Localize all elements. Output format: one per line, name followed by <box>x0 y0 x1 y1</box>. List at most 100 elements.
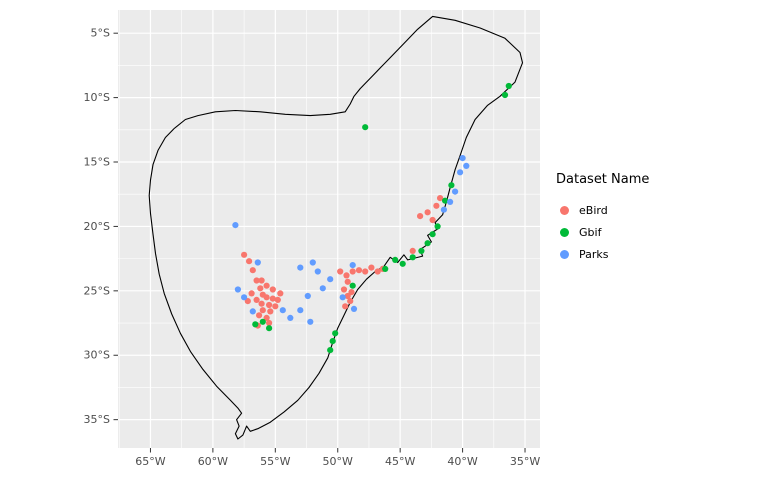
point-ebird <box>246 258 253 265</box>
point-parks <box>232 222 239 229</box>
point-ebird <box>342 303 349 310</box>
legend-entry-parks: Parks <box>556 243 649 265</box>
point-parks <box>234 286 241 293</box>
point-ebird <box>263 294 270 301</box>
point-gbif <box>252 321 259 328</box>
point-ebird <box>257 285 264 292</box>
point-ebird <box>244 298 251 305</box>
point-ebird <box>241 251 248 258</box>
point-ebird <box>433 202 440 209</box>
point-ebird <box>368 264 375 271</box>
point-parks <box>309 259 316 266</box>
point-gbif <box>362 124 369 131</box>
x-tick-label: 65°W <box>135 455 165 468</box>
x-tick-label: 35°W <box>510 455 540 468</box>
y-tick-label: 25°S <box>84 284 110 297</box>
point-ebird <box>269 295 276 302</box>
point-parks <box>319 285 326 292</box>
point-gbif <box>266 325 273 332</box>
legend-label-gbif: Gbif <box>579 225 602 239</box>
point-ebird <box>258 300 265 307</box>
point-gbif <box>332 330 339 337</box>
point-ebird <box>258 277 265 284</box>
x-tick-label: 40°W <box>447 455 477 468</box>
point-gbif <box>505 82 512 90</box>
legend-label-parks: Parks <box>579 247 609 261</box>
y-tick-label: 15°S <box>84 156 110 169</box>
point-ebird <box>344 278 351 285</box>
point-ebird <box>256 312 263 319</box>
point-ebird <box>362 268 369 275</box>
point-parks <box>452 188 459 195</box>
point-gbif <box>409 254 416 261</box>
point-gbif <box>349 282 356 289</box>
point-parks <box>254 259 261 266</box>
point-parks <box>327 276 334 283</box>
point-gbif <box>418 247 425 254</box>
point-parks <box>350 305 358 312</box>
point-parks <box>307 318 314 325</box>
point-parks <box>314 268 321 275</box>
point-ebird <box>263 282 270 289</box>
point-parks <box>457 169 464 176</box>
point-ebird <box>253 277 260 284</box>
point-ebird <box>263 314 270 321</box>
x-tick-label: 60°W <box>198 455 228 468</box>
point-ebird <box>437 195 444 202</box>
point-ebird <box>277 290 284 297</box>
point-parks <box>304 292 311 300</box>
point-gbif <box>392 256 399 263</box>
point-parks <box>249 308 256 315</box>
legend-entry-ebird: eBird <box>556 199 649 221</box>
point-ebird <box>274 296 281 303</box>
point-ebird <box>374 268 381 275</box>
legend-title: Dataset Name <box>556 172 650 187</box>
point-gbif <box>429 231 436 238</box>
point-parks <box>297 307 304 314</box>
point-ebird <box>337 268 344 275</box>
point-parks <box>440 206 447 213</box>
point-gbif <box>434 223 441 230</box>
legend-swatch-gbif-icon <box>560 227 569 237</box>
point-ebird <box>269 286 276 293</box>
point-gbif <box>424 240 431 247</box>
point-ebird <box>355 267 363 274</box>
legend: Dataset Name eBird Gbif Parks <box>556 172 649 265</box>
point-gbif <box>382 265 389 272</box>
x-tick-label: 55°W <box>260 455 290 468</box>
point-gbif <box>442 197 449 204</box>
point-parks <box>459 155 466 162</box>
point-parks <box>287 314 294 321</box>
point-ebird <box>249 267 256 274</box>
legend-swatch-parks-icon <box>560 249 569 259</box>
point-parks <box>241 294 248 301</box>
point-parks <box>349 262 356 269</box>
point-gbif <box>448 182 455 189</box>
point-ebird <box>267 308 274 315</box>
point-ebird <box>266 319 273 327</box>
y-tick-label: 35°S <box>84 413 110 426</box>
legend-label-ebird: eBird <box>579 203 608 217</box>
y-tick-label: 10°S <box>84 91 110 104</box>
point-parks <box>447 198 454 205</box>
point-parks <box>463 162 470 169</box>
point-ebird <box>259 307 266 314</box>
point-gbif <box>329 338 336 345</box>
x-tick-label: 50°W <box>323 455 353 468</box>
point-ebird <box>344 292 351 300</box>
point-gbif <box>501 91 509 99</box>
point-parks <box>339 294 346 301</box>
point-parks <box>279 307 286 314</box>
point-parks <box>297 264 304 271</box>
point-ebird <box>343 272 350 279</box>
point-gbif <box>399 260 406 267</box>
y-tick-label: 20°S <box>84 220 110 233</box>
point-gbif <box>327 347 334 354</box>
point-ebird <box>253 296 260 303</box>
point-ebird <box>266 301 273 309</box>
plot-panel <box>118 10 540 448</box>
point-ebird <box>424 209 431 216</box>
point-ebird <box>248 290 255 297</box>
point-ebird <box>347 298 354 305</box>
